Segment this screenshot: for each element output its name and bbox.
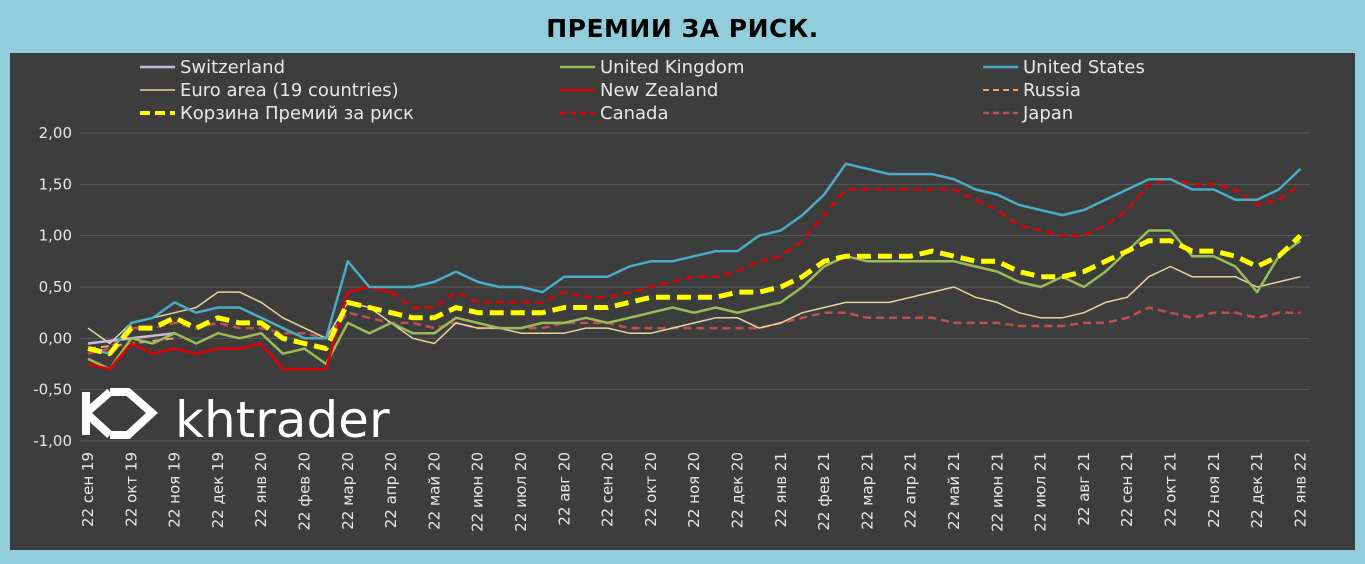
x-tick-label: 22 сен 21 xyxy=(1118,452,1136,527)
x-tick-label: 22 авг 21 xyxy=(1075,452,1093,526)
x-tick-label: 22 дек 21 xyxy=(1248,452,1266,528)
x-tick-label: 22 окт 20 xyxy=(642,452,660,527)
x-tick-label: 22 мар 20 xyxy=(339,452,357,530)
khtrader-logo-icon xyxy=(82,388,158,439)
legend-label: Корзина Премий за риск xyxy=(180,103,414,124)
legend: Switzerland United Kingdom United States Eu… xyxy=(140,57,1145,124)
x-tick-label: 22 ноя 19 xyxy=(166,452,184,528)
brand-watermark: khtrader xyxy=(82,388,390,449)
legend-label: Euro area (19 countries) xyxy=(180,80,399,101)
legend-item: New Zealand xyxy=(560,80,718,101)
x-axis-ticks: 22 сен 19 22 окт 19 22 ноя 19 22 дек 19 22 я… xyxy=(79,452,1309,532)
series-line xyxy=(87,233,1303,357)
legend-label: United Kingdom xyxy=(600,57,744,78)
x-tick-label: 22 сен 19 xyxy=(79,452,97,527)
legend-item: Canada xyxy=(560,103,669,124)
y-tick-label: -0,50 xyxy=(33,381,72,399)
legend-item: Euro area (19 countries) xyxy=(140,80,399,101)
legend-item: Корзина Премий за риск xyxy=(140,103,414,124)
x-tick-label: 22 окт 19 xyxy=(122,452,140,527)
x-tick-label: 22 янв 22 xyxy=(1291,452,1309,527)
brand-name: khtrader xyxy=(175,391,390,449)
series-lines xyxy=(87,162,1303,371)
x-tick-label: 22 май 21 xyxy=(945,452,963,530)
x-tick-label: 22 июн 20 xyxy=(469,452,487,532)
y-tick-label: 1,00 xyxy=(39,227,72,245)
x-tick-label: 22 май 20 xyxy=(425,452,443,530)
x-tick-label: 22 ноя 20 xyxy=(685,452,703,528)
legend-item: Japan xyxy=(983,103,1073,124)
x-tick-label: 22 янв 21 xyxy=(772,452,790,527)
x-tick-label: 22 ноя 21 xyxy=(1205,452,1223,528)
legend-label: New Zealand xyxy=(600,80,718,101)
y-tick-label: 1,50 xyxy=(39,175,72,193)
x-tick-label: 22 фев 20 xyxy=(296,452,314,531)
x-tick-label: 22 дек 19 xyxy=(209,452,227,528)
x-tick-label: 22 окт 21 xyxy=(1162,452,1180,527)
x-tick-label: 22 авг 20 xyxy=(555,452,573,526)
legend-item: United Kingdom xyxy=(560,57,744,78)
legend-label: Switzerland xyxy=(180,57,285,78)
legend-label: Japan xyxy=(1022,103,1073,124)
legend-label: Russia xyxy=(1023,80,1081,101)
series-line xyxy=(390,177,1302,309)
series-line xyxy=(87,265,1301,345)
series-line xyxy=(87,229,1302,371)
x-tick-label: 22 янв 20 xyxy=(252,452,270,527)
series-line xyxy=(87,306,1301,355)
chart-title: ПРЕМИИ ЗА РИСК. xyxy=(546,14,819,43)
series-line xyxy=(87,162,1302,355)
x-tick-label: 22 мар 21 xyxy=(858,452,876,530)
x-tick-label: 22 фев 21 xyxy=(815,452,833,531)
legend-label: Canada xyxy=(600,103,669,124)
x-tick-label: 22 дек 20 xyxy=(729,452,747,528)
x-tick-label: 22 июн 21 xyxy=(988,452,1006,532)
y-axis-ticks: 2,00 1,50 1,00 0,50 0,00 -0,50 -1,00 xyxy=(33,124,72,450)
legend-item: Switzerland xyxy=(140,57,285,78)
x-tick-label: 22 апр 21 xyxy=(902,452,920,528)
x-tick-label: 22 сен 20 xyxy=(599,452,617,527)
y-tick-label: 0,50 xyxy=(39,278,72,296)
legend-item: United States xyxy=(983,57,1145,78)
legend-label: United States xyxy=(1023,57,1145,78)
legend-item: Russia xyxy=(983,80,1081,101)
x-tick-label: 22 июл 21 xyxy=(1032,452,1050,532)
x-tick-label: 22 апр 20 xyxy=(382,452,400,528)
x-tick-label: 22 июл 20 xyxy=(512,452,530,532)
y-tick-label: 2,00 xyxy=(39,124,72,142)
plot-background xyxy=(10,53,1355,550)
y-tick-label: -1,00 xyxy=(33,432,72,450)
y-tick-label: 0,00 xyxy=(39,329,72,347)
